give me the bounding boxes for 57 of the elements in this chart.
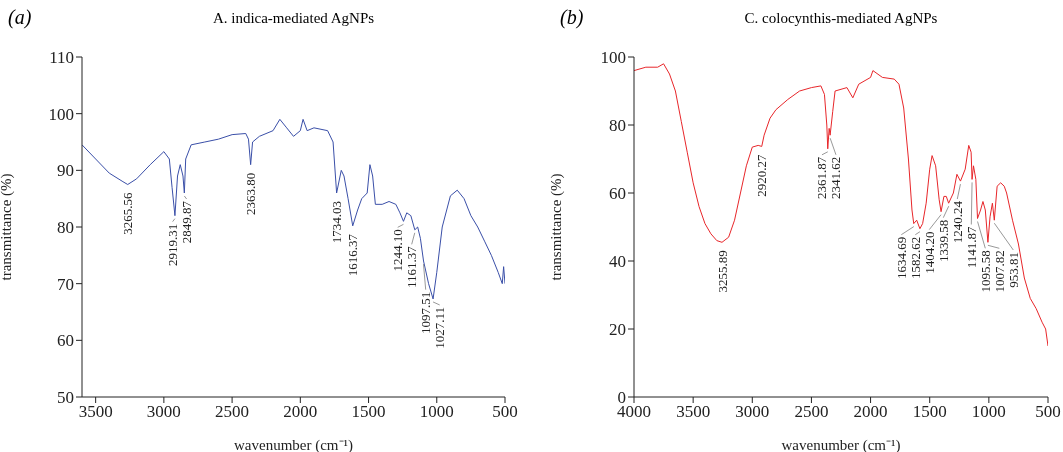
x-tick-label: 1000 bbox=[971, 402, 1006, 422]
annotation: 1007.82 bbox=[991, 250, 1007, 293]
y-axis-title: transmittance (%) bbox=[0, 173, 16, 281]
x-tick-label: 2000 bbox=[283, 402, 318, 422]
annotation: 2361.87 bbox=[814, 156, 830, 200]
annotation: 2341.62 bbox=[828, 156, 844, 200]
y-tick-label: 80 bbox=[57, 218, 74, 238]
x-tick-label: 500 bbox=[492, 402, 518, 422]
x-tick-label: 3500 bbox=[676, 402, 711, 422]
annotation: 1404.20 bbox=[921, 231, 937, 274]
annotation: 3265.56 bbox=[120, 192, 136, 235]
annotation: 3255.89 bbox=[714, 250, 730, 293]
line-series bbox=[634, 63, 1048, 347]
annotation: 1027.11 bbox=[432, 306, 448, 349]
chart-title: A. indica-mediated AgNPs bbox=[211, 10, 376, 27]
annotation: 1097.51 bbox=[418, 291, 434, 334]
annotation: 1141.87 bbox=[963, 226, 979, 269]
text: (a) bbox=[8, 6, 32, 29]
annotation: 1582.62 bbox=[907, 236, 923, 279]
chart-title: C. colocynthis-mediated AgNPs bbox=[743, 10, 939, 27]
annotation: 1634.69 bbox=[893, 236, 909, 279]
annotation: 1095.58 bbox=[977, 250, 993, 293]
y-tick-label: 60 bbox=[57, 331, 74, 351]
annotation: 2920.27 bbox=[754, 153, 770, 197]
x-tick-label: 2500 bbox=[794, 402, 829, 422]
x-tick-label: 2500 bbox=[215, 402, 250, 422]
x-tick-label: 1500 bbox=[912, 402, 947, 422]
x-tick-label: 3500 bbox=[78, 402, 113, 422]
y-tick-label: 70 bbox=[57, 274, 74, 294]
y-tick-label: 110 bbox=[49, 48, 74, 68]
y-tick-label: 50 bbox=[57, 388, 74, 408]
y-tick-label: 40 bbox=[609, 252, 626, 272]
annotation: 1339.58 bbox=[935, 219, 951, 262]
x-tick-label: 2000 bbox=[853, 402, 888, 422]
x-tick-label: 1500 bbox=[351, 402, 386, 422]
annotation: 1161.37 bbox=[404, 245, 420, 289]
y-axis-title: transmittance (%) bbox=[548, 173, 566, 281]
y-tick-label: 100 bbox=[600, 48, 626, 68]
annotation: 1616.37 bbox=[345, 233, 361, 277]
annotation: 1734.03 bbox=[329, 201, 345, 244]
x-tick-label: 4000 bbox=[617, 402, 651, 422]
annotation: 2849.87 bbox=[179, 200, 195, 244]
annotation: 1244.10 bbox=[390, 229, 406, 272]
annotation: 1240.24 bbox=[949, 200, 965, 244]
x-tick-label: 3000 bbox=[146, 402, 181, 422]
y-tick-label: 90 bbox=[57, 161, 74, 181]
y-tick-label: 100 bbox=[48, 104, 74, 124]
annotation: 2363.80 bbox=[243, 172, 259, 215]
text: (b) bbox=[560, 6, 584, 29]
x-tick-label: 500 bbox=[1035, 402, 1061, 422]
x-tick-label: 3000 bbox=[735, 402, 770, 422]
annotation: 2919.31 bbox=[165, 223, 181, 266]
y-tick-label: 80 bbox=[609, 116, 626, 136]
y-tick-label: 60 bbox=[609, 184, 626, 204]
x-tick-label: 1000 bbox=[419, 402, 454, 422]
y-tick-label: 20 bbox=[609, 320, 626, 340]
annotation: 953.81 bbox=[1005, 252, 1021, 288]
